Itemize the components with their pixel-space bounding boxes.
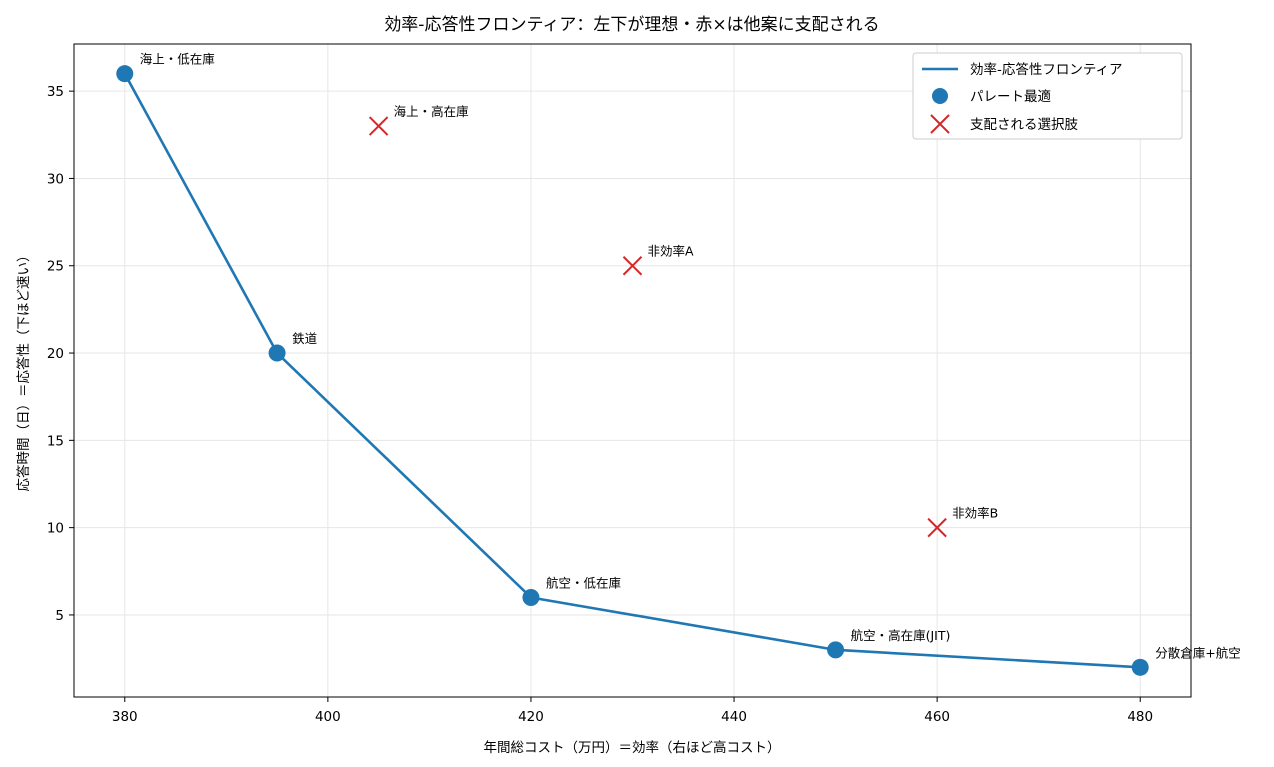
pareto-point-label: 海上・低在庫 [140,52,215,67]
y-tick-label: 15 [47,433,64,449]
legend-cross-swatch [930,114,950,134]
x-tick-label: 420 [518,709,544,725]
pareto-point [827,641,845,659]
grid [74,44,1191,697]
x-tick-label: 440 [721,709,747,725]
pareto-point [268,344,286,362]
pareto-point [1131,658,1149,676]
legend-label-dominated: 支配される選択肢 [970,117,1078,133]
dominated-cross-stroke [368,116,389,136]
plot-frame [73,43,1192,698]
dominated-cross-stroke [622,256,643,276]
pareto-point [522,588,540,606]
legend-label-pareto: パレート最適 [970,88,1051,105]
dominated-cross-stroke [927,517,947,538]
pareto-point-label: 航空・低在庫 [546,575,621,590]
legend: 効率-応答性フロンティア パレート最適 支配される選択肢 [912,52,1183,140]
legend-box [912,52,1183,140]
y-tick-label: 10 [47,521,64,537]
x-tick-label: 400 [315,709,341,725]
pareto-point-label: 航空・高在庫(JIT) [851,628,951,643]
legend-label-frontier: 効率-応答性フロンティア [970,61,1123,78]
y-axis-label: 応答時間（日）＝応答性（下ほど速い） [15,249,32,492]
pareto-point-label: 鉄道 [292,331,318,346]
x-tick-label: 380 [112,709,138,725]
dominated-point-label: 海上・高在庫 [394,104,469,119]
dominated-point [622,256,643,276]
ticks: 380 400 420 440 460 480 5 10 15 20 25 30 35 [47,84,1153,725]
dominated-point-label: 非効率A [648,244,695,259]
x-axis-label: 年間総コスト（万円）＝効率（右ほど高コスト） [484,739,781,756]
pareto-point-label: 分散倉庫+航空 [1155,645,1240,660]
y-tick-label: 30 [47,171,64,187]
chart-title: 効率-応答性フロンティア：左下が理想・赤×は他案に支配される [384,15,879,35]
frontier-line [123,73,1141,669]
dominated-point [368,116,389,136]
x-tick-label: 460 [924,709,950,725]
dominated-point [927,517,947,538]
y-tick-label: 25 [47,259,64,275]
legend-circle-swatch [932,88,948,104]
y-tick-label: 5 [55,608,64,624]
y-tick-label: 20 [47,346,64,362]
x-tick-label: 480 [1127,709,1153,725]
dominated-point-label: 非効率B [952,506,998,521]
pareto-point [116,65,134,83]
y-tick-label: 35 [47,84,64,100]
